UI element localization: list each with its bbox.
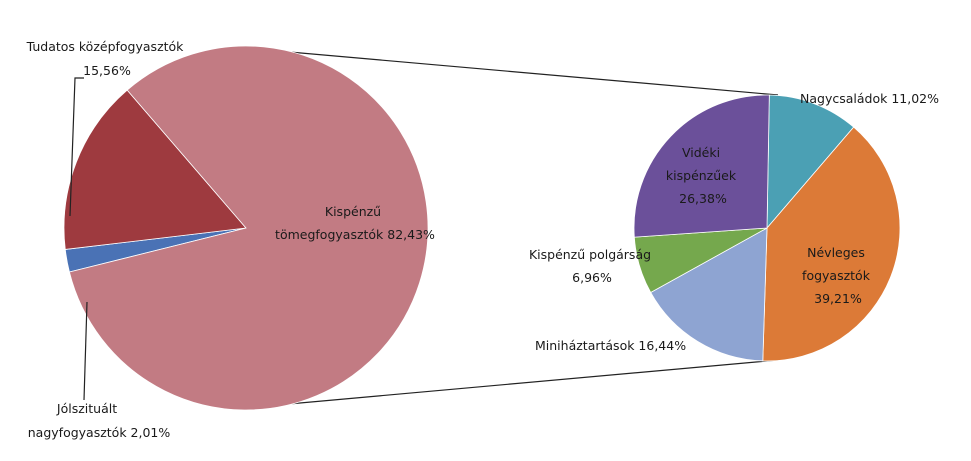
- main-pie-slice-tudatos-kozepfogyasztok: [63, 89, 247, 250]
- leader-line-tudatos: [69, 77, 84, 217]
- label-videki-line1: Vidéki: [682, 145, 720, 160]
- label-nevleges-line2: fogyasztók: [802, 268, 871, 283]
- main-pie: [63, 45, 429, 411]
- label-tudatos-line2: 15,56%: [83, 63, 131, 78]
- leader-line-jolszitualt: [83, 301, 88, 401]
- label-videki-line3: 26,38%: [679, 191, 727, 206]
- label-nagycsaladok: Nagycsaládok 11,02%: [800, 91, 939, 106]
- label-kispenzu-tomegfogyasztok: Kispénzű tömegfogyasztók 82,43%: [275, 204, 435, 242]
- label-polgarsag-line1: Kispénzű polgárság: [529, 247, 651, 262]
- connector-line-bottom: [243, 359, 779, 409]
- breakdown-pie-slice-nevleges-fogyasztok: [762, 126, 901, 362]
- label-jolszitualt-line2: nagyfogyasztók 2,01%: [28, 425, 171, 440]
- connector-line-top: [243, 47, 779, 96]
- label-minihaz-line1: Miniháztartások 16,44%: [535, 338, 686, 353]
- label-kispenzu-line1: Kispénzű: [325, 204, 381, 219]
- label-nagycsaladok-line1: Nagycsaládok 11,02%: [800, 91, 939, 106]
- breakdown-pie: [633, 94, 901, 362]
- breakdown-pie-slice-videki-kispenzuek: [633, 94, 770, 238]
- label-minihaztartasok: Miniháztartások 16,44%: [535, 338, 686, 353]
- label-tudatos-kozepfogyasztok: Tudatos középfogyasztók 15,56%: [26, 39, 188, 78]
- label-polgarsag-line2: 6,96%: [572, 270, 612, 285]
- label-tudatos-line1: Tudatos középfogyasztók: [26, 39, 185, 54]
- connector-lines: [243, 47, 779, 409]
- main-pie-slice-kispenzu-tomegfogyasztok: [68, 45, 429, 411]
- leader-lines: [69, 77, 88, 401]
- label-nevleges-line1: Névleges: [807, 245, 865, 260]
- label-nevleges-line3: 39,21%: [814, 291, 862, 306]
- breakdown-pie-slice-minihaztartasok: [650, 227, 768, 362]
- breakdown-pie-slice-nagycsaladok: [766, 94, 855, 230]
- label-videki-kispenzuek: Vidéki kispénzűek 26,38%: [666, 145, 740, 206]
- label-nevleges-fogyasztok: Névleges fogyasztók 39,21%: [802, 245, 874, 306]
- label-kispenzu-polgarsag: Kispénzű polgárság 6,96%: [529, 247, 655, 285]
- label-videki-line2: kispénzűek: [666, 168, 737, 183]
- label-kispenzu-line2: tömegfogyasztók 82,43%: [275, 227, 435, 242]
- label-jolszitualt-nagyfogyasztok: Jólszituált nagyfogyasztók 2,01%: [28, 401, 171, 440]
- label-jolszitualt-line1: Jólszituált: [56, 401, 117, 416]
